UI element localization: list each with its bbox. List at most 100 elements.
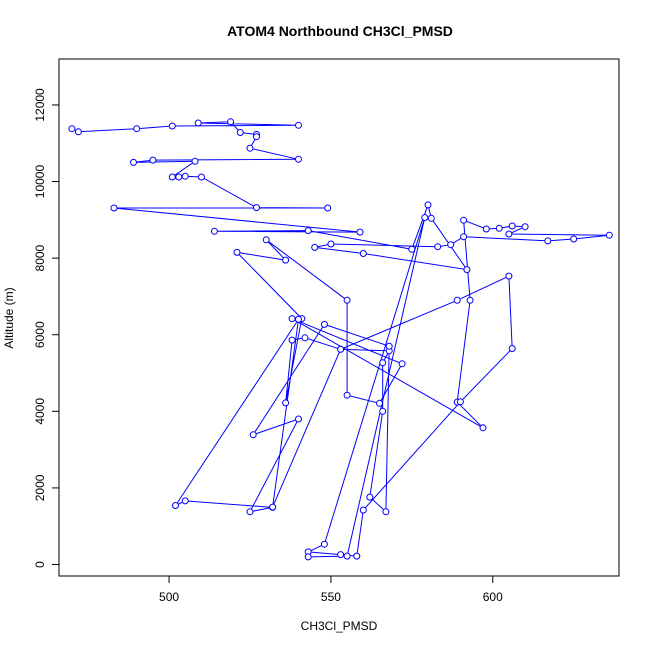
data-point xyxy=(366,493,374,501)
data-point xyxy=(337,551,345,559)
x-axis: 500 550 600 xyxy=(159,575,503,604)
data-point xyxy=(269,503,277,511)
data-point xyxy=(68,125,76,133)
data-point xyxy=(295,315,302,323)
data-point xyxy=(227,118,235,126)
data-point xyxy=(359,506,367,514)
data-point xyxy=(133,125,141,133)
y-tick-label: 10000 xyxy=(33,165,47,199)
data-point xyxy=(427,214,435,222)
data-point xyxy=(168,173,176,181)
data-point xyxy=(320,320,328,328)
data-point xyxy=(324,204,332,212)
y-tick-label: 6000 xyxy=(33,321,47,348)
data-point xyxy=(570,235,578,243)
data-point xyxy=(295,155,302,163)
data-point xyxy=(149,156,157,164)
series-line xyxy=(71,121,610,558)
data-point xyxy=(253,133,260,141)
data-point xyxy=(249,431,257,439)
data-point xyxy=(508,345,516,352)
data-point xyxy=(295,121,302,129)
data-point xyxy=(175,173,183,181)
data-point xyxy=(288,315,296,323)
data-point xyxy=(447,241,455,249)
data-point xyxy=(74,128,82,136)
data-point xyxy=(337,345,345,353)
data-point xyxy=(385,342,393,350)
x-tick-label: 500 xyxy=(159,590,179,604)
data-point xyxy=(460,233,468,241)
data-point xyxy=(482,225,490,233)
y-tick-label: 2000 xyxy=(33,474,47,501)
data-point xyxy=(194,119,202,127)
data-point xyxy=(197,173,205,181)
data-point xyxy=(311,243,319,251)
data-point xyxy=(233,248,241,256)
y-axis: 0 2000 4000 6000 8000 10000 12000 xyxy=(33,88,60,568)
data-point xyxy=(421,214,429,221)
data-point xyxy=(282,256,290,264)
data-point xyxy=(505,272,513,280)
data-point xyxy=(356,228,364,236)
data-point xyxy=(456,398,464,406)
data-point xyxy=(181,172,189,180)
data-point xyxy=(210,227,218,235)
data-point xyxy=(466,296,474,304)
data-point xyxy=(521,223,529,231)
data-point xyxy=(424,201,432,209)
x-axis-label: CH3Cl_PMSD xyxy=(301,619,378,633)
data-point xyxy=(236,129,244,136)
data-point xyxy=(304,227,312,235)
data-point xyxy=(282,399,290,407)
data-point xyxy=(382,508,390,516)
data-point xyxy=(408,245,416,253)
data-point xyxy=(434,243,442,251)
data-point xyxy=(110,204,118,212)
data-point xyxy=(295,415,302,423)
data-point xyxy=(343,296,351,304)
data-point xyxy=(359,250,367,257)
x-tick-label: 550 xyxy=(321,590,341,604)
data-point xyxy=(508,222,516,230)
data-point xyxy=(253,204,260,212)
data-point xyxy=(246,144,254,152)
data-point xyxy=(379,407,387,415)
data-point xyxy=(463,266,471,274)
y-tick-label: 8000 xyxy=(33,244,47,271)
data-point xyxy=(495,224,503,232)
data-point xyxy=(379,359,387,367)
data-point xyxy=(246,508,254,516)
y-tick-label: 4000 xyxy=(33,398,47,425)
data-point xyxy=(191,157,199,165)
data-point xyxy=(343,552,351,560)
data-point xyxy=(304,553,312,561)
data-point xyxy=(460,216,468,224)
data-point xyxy=(343,391,351,399)
data-point xyxy=(301,334,309,342)
y-axis-label: Altitude (m) xyxy=(2,287,16,348)
data-point xyxy=(168,122,176,130)
data-point xyxy=(605,231,613,239)
data-point xyxy=(453,296,461,304)
data-point xyxy=(398,360,406,368)
data-point xyxy=(130,158,137,166)
chart-title: ATOM4 Northbound CH3Cl_PMSD xyxy=(227,23,453,39)
data-point xyxy=(181,497,189,505)
data-layer xyxy=(68,118,613,561)
x-tick-label: 600 xyxy=(483,590,503,604)
data-point xyxy=(353,552,361,560)
plot-frame xyxy=(58,58,620,577)
data-point xyxy=(262,236,270,244)
data-point xyxy=(288,336,296,344)
data-point xyxy=(505,230,513,238)
data-point xyxy=(544,237,552,245)
y-tick-label: 12000 xyxy=(33,88,47,122)
data-point xyxy=(479,424,487,432)
y-tick-label: 0 xyxy=(33,561,47,568)
data-point xyxy=(376,399,383,407)
data-point xyxy=(320,540,328,548)
data-point xyxy=(172,502,179,509)
data-point xyxy=(327,240,335,248)
